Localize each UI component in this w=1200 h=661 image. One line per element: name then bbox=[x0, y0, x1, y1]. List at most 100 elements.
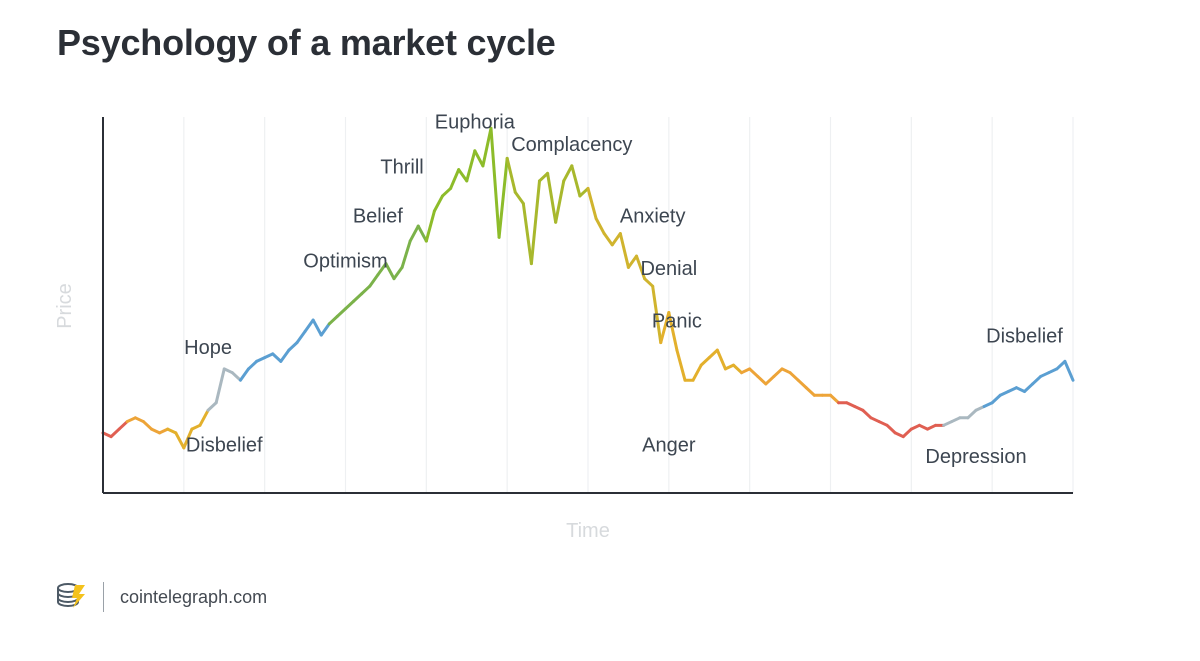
price-segment bbox=[707, 348, 719, 360]
price-segment bbox=[861, 408, 873, 420]
price-segment bbox=[1063, 359, 1075, 382]
price-segment bbox=[319, 322, 331, 337]
footer-divider bbox=[103, 582, 104, 612]
price-segment bbox=[659, 311, 671, 345]
price-segment bbox=[360, 284, 372, 296]
price-segment bbox=[449, 168, 461, 190]
price-segment bbox=[529, 179, 541, 266]
price-segment bbox=[174, 431, 186, 450]
price-segment bbox=[788, 371, 800, 382]
price-segment bbox=[303, 318, 315, 333]
price-segment bbox=[732, 363, 744, 375]
price-segment bbox=[546, 171, 558, 224]
price-segment bbox=[457, 168, 469, 183]
price-segment bbox=[335, 307, 347, 318]
stage-label-anger: Anger bbox=[642, 435, 696, 457]
price-segment bbox=[238, 367, 250, 382]
price-segment bbox=[1031, 374, 1043, 386]
price-segment bbox=[570, 164, 582, 198]
price-segment bbox=[667, 311, 679, 352]
price-segment bbox=[990, 393, 1002, 405]
price-segment bbox=[287, 341, 299, 352]
vertical-gridlines bbox=[183, 117, 1074, 493]
price-segment bbox=[538, 171, 550, 183]
price-segment bbox=[497, 156, 509, 239]
price-segment bbox=[214, 367, 226, 405]
price-segment bbox=[594, 217, 606, 236]
stage-label-disbelief: Disbelief bbox=[986, 326, 1063, 348]
stage-label-denial: Denial bbox=[640, 258, 697, 280]
price-segment bbox=[643, 277, 655, 288]
price-segment bbox=[829, 393, 841, 405]
price-segment bbox=[489, 126, 501, 239]
price-segment bbox=[804, 386, 816, 397]
price-segment bbox=[368, 273, 380, 288]
price-segment bbox=[618, 232, 630, 269]
price-segment bbox=[796, 378, 808, 390]
price-segment bbox=[651, 284, 663, 345]
price-segment bbox=[481, 126, 493, 168]
axes bbox=[102, 117, 1073, 494]
price-segment bbox=[295, 329, 307, 345]
stage-label-panic: Panic bbox=[652, 311, 702, 333]
price-segment bbox=[772, 367, 784, 378]
price-segment bbox=[578, 186, 590, 198]
price-segment bbox=[699, 356, 711, 367]
price-segment bbox=[109, 427, 121, 439]
stage-labels: Hope Disbelief Optimism Belief Thrill Euphori… bbox=[184, 111, 1063, 468]
price-segment bbox=[465, 149, 477, 183]
price-segment bbox=[230, 371, 242, 382]
price-segment bbox=[513, 190, 525, 205]
price-segment bbox=[432, 194, 444, 213]
price-segment bbox=[626, 254, 638, 269]
price-segment bbox=[764, 374, 776, 386]
price-segment bbox=[416, 224, 428, 243]
price-segment bbox=[675, 348, 687, 382]
price-segment bbox=[562, 164, 574, 183]
price-segment bbox=[392, 265, 404, 281]
price-segment bbox=[966, 408, 978, 420]
price-segment bbox=[327, 314, 339, 326]
price-segment bbox=[198, 408, 210, 427]
price-segment bbox=[1023, 382, 1035, 393]
stage-label-belief: Belief bbox=[353, 205, 403, 227]
price-segment bbox=[715, 348, 727, 371]
price-segment bbox=[408, 224, 420, 243]
price-segment bbox=[610, 232, 622, 247]
price-segment bbox=[748, 367, 760, 378]
price-line bbox=[101, 126, 1075, 450]
stage-label-euphoria: Euphoria bbox=[435, 111, 516, 133]
stage-label-depression: Depression bbox=[925, 446, 1026, 468]
stage-label-hope: Hope bbox=[184, 337, 232, 359]
x-axis-label: Time bbox=[566, 520, 610, 542]
price-segment bbox=[635, 254, 647, 281]
price-segment bbox=[1055, 359, 1067, 371]
price-segment bbox=[441, 186, 453, 198]
price-segment bbox=[376, 262, 388, 277]
price-segment bbox=[271, 352, 283, 363]
footer-site-name: cointelegraph.com bbox=[120, 586, 268, 607]
chart-title: Psychology of a market cycle bbox=[57, 22, 556, 63]
stage-label-complacency: Complacency bbox=[511, 134, 632, 156]
stage-label-optimism: Optimism bbox=[303, 250, 387, 272]
price-segment bbox=[384, 262, 396, 281]
price-segment bbox=[586, 186, 598, 221]
price-segment bbox=[885, 423, 897, 435]
price-segment bbox=[473, 149, 485, 168]
stage-label-disbelief: Disbelief bbox=[186, 435, 263, 457]
price-segment bbox=[554, 179, 566, 224]
price-segment bbox=[206, 401, 218, 412]
price-segment bbox=[182, 427, 194, 450]
price-segment bbox=[691, 363, 703, 382]
cointelegraph-logo-icon bbox=[57, 583, 85, 608]
price-segment bbox=[521, 201, 533, 266]
price-segment bbox=[602, 232, 614, 247]
price-segment bbox=[352, 292, 364, 303]
price-segment bbox=[901, 427, 913, 439]
price-segment bbox=[344, 299, 356, 311]
price-segment bbox=[311, 318, 323, 337]
stage-label-anxiety: Anxiety bbox=[620, 205, 686, 227]
price-segment bbox=[400, 239, 412, 269]
price-segment bbox=[279, 348, 291, 363]
